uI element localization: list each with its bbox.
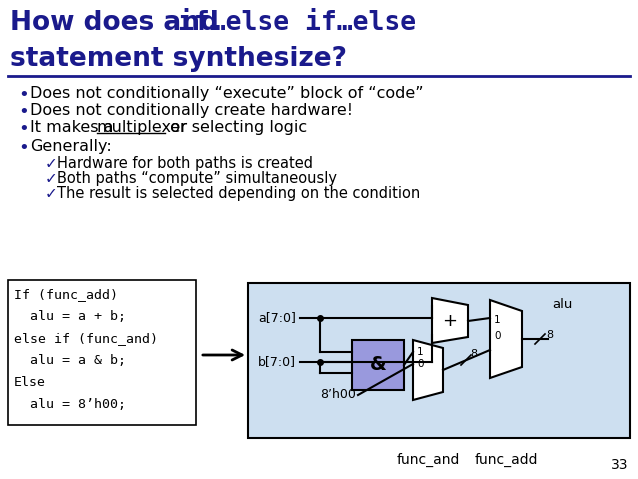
Text: Else: Else [14,376,46,389]
Text: func_and: func_and [396,453,460,467]
Text: Hardware for both paths is created: Hardware for both paths is created [57,156,313,171]
Text: statement synthesize?: statement synthesize? [10,46,347,72]
Text: 8: 8 [470,349,477,359]
Text: b[7:0]: b[7:0] [258,355,296,368]
Polygon shape [432,298,468,343]
Text: ✓: ✓ [45,171,58,186]
Text: If (func_add): If (func_add) [14,288,118,301]
Text: or selecting logic: or selecting logic [165,120,307,135]
Text: else if (func_and): else if (func_and) [14,332,158,345]
Text: 1: 1 [417,347,424,357]
Text: 1: 1 [494,315,501,325]
Text: 8: 8 [546,330,553,340]
Text: •: • [18,120,29,138]
Polygon shape [413,340,443,400]
Text: 0: 0 [417,359,424,369]
Text: Does not conditionally “execute” block of “code”: Does not conditionally “execute” block o… [30,86,424,101]
Text: alu: alu [552,298,572,311]
Text: Does not conditionally create hardware!: Does not conditionally create hardware! [30,103,353,118]
Text: •: • [18,86,29,104]
Text: 8’h00: 8’h00 [320,388,356,401]
Text: alu = a + b;: alu = a + b; [14,310,126,323]
Text: Both paths “compute” simultaneously: Both paths “compute” simultaneously [57,171,337,186]
Text: alu = 8’h00;: alu = 8’h00; [14,398,126,411]
Text: &: & [369,355,387,375]
Text: 33: 33 [611,458,628,472]
Text: It makes a: It makes a [30,120,119,135]
Text: if…else if…else: if…else if…else [178,10,416,36]
Text: How does and: How does and [10,10,228,36]
Text: a[7:0]: a[7:0] [258,311,296,324]
Text: The result is selected depending on the condition: The result is selected depending on the … [57,186,420,201]
Polygon shape [490,300,522,378]
Bar [248,283,630,438]
Text: +: + [443,311,457,330]
Text: multiplexer: multiplexer [97,120,188,135]
Text: alu = a & b;: alu = a & b; [14,354,126,367]
Text: 0: 0 [494,331,500,341]
Text: •: • [18,103,29,121]
Text: •: • [18,139,29,157]
Text: func_add: func_add [474,453,538,467]
Text: Generally:: Generally: [30,139,112,154]
Text: ✓: ✓ [45,186,58,201]
Text: ✓: ✓ [45,156,58,171]
Bar [8,280,196,425]
Bar [352,340,404,390]
